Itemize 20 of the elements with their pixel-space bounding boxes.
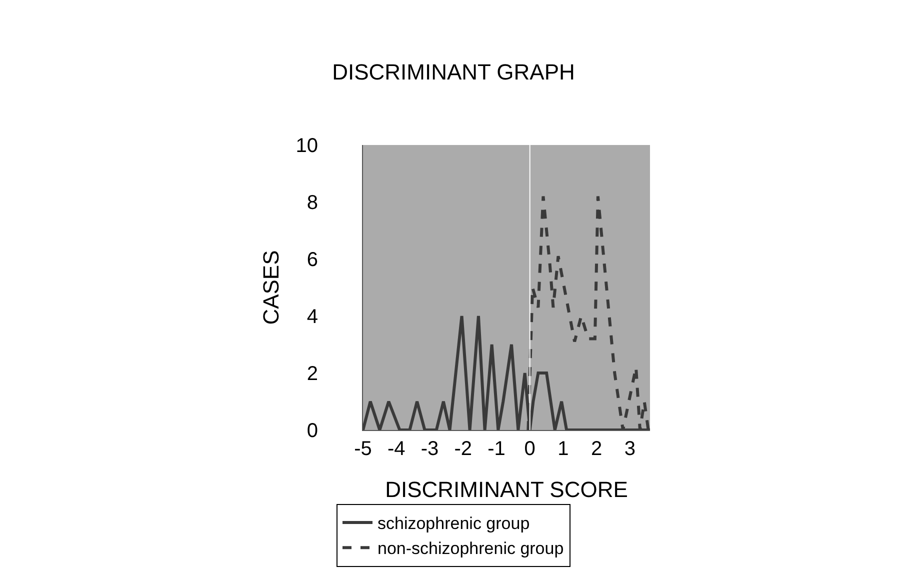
x-tick-label: -3	[420, 438, 439, 460]
legend-label: non-schizophrenic group	[378, 539, 564, 558]
x-tick-label: 1	[558, 438, 569, 460]
x-tick-label: 0	[524, 438, 536, 460]
y-tick-label: 8	[306, 192, 318, 214]
x-tick-label: 2	[591, 438, 602, 460]
y-tick-label: 4	[306, 306, 318, 328]
y-tick-label: 2	[306, 363, 318, 385]
x-tick-label: -1	[488, 438, 506, 460]
x-tick-label: -2	[454, 438, 472, 460]
x-tick-label: -5	[354, 438, 372, 460]
y-tick-label: 0	[306, 420, 318, 442]
chart-title: DISCRIMINANT GRAPH	[332, 59, 575, 84]
x-axis-title: DISCRIMINANT SCORE	[385, 476, 628, 502]
y-axis-title: CASES	[258, 250, 284, 325]
y-tick-label: 10	[296, 135, 318, 157]
legend-label: schizophrenic group	[378, 514, 530, 534]
x-tick-label: 3	[624, 438, 636, 460]
y-tick-label: 6	[306, 249, 318, 271]
x-tick-label: -4	[387, 438, 406, 460]
